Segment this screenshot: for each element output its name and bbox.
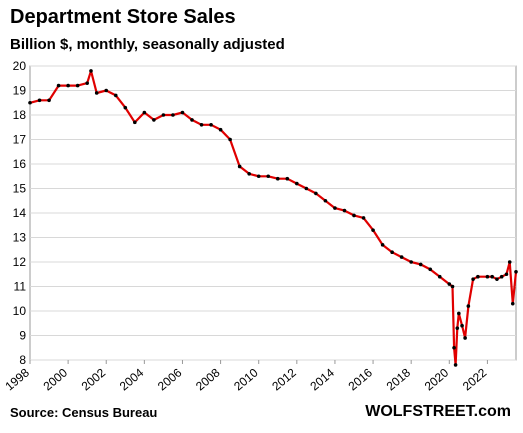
data-point — [499, 274, 504, 279]
brand-logo-text: WOLFSTREET.com — [365, 403, 511, 420]
data-point — [450, 284, 455, 289]
data-point — [471, 277, 475, 281]
data-point — [514, 270, 518, 274]
x-tick-label: 2020 — [422, 365, 452, 393]
data-point — [390, 250, 394, 254]
data-point — [171, 113, 175, 117]
y-tick-label: 13 — [13, 231, 27, 245]
data-point — [463, 336, 467, 340]
data-point — [323, 198, 328, 203]
data-point — [104, 88, 109, 93]
data-point — [142, 110, 147, 115]
y-tick-label: 19 — [13, 84, 27, 98]
data-point — [218, 127, 223, 132]
data-point — [85, 81, 89, 85]
data-point — [485, 274, 490, 279]
data-point — [94, 91, 99, 95]
data-point — [247, 172, 251, 176]
y-tick-label: 12 — [13, 255, 27, 269]
series-line — [29, 69, 518, 366]
data-point — [275, 176, 280, 181]
data-point — [466, 304, 471, 308]
x-tick-label: 2012 — [269, 365, 299, 393]
data-point — [304, 186, 309, 191]
data-point — [507, 260, 512, 264]
data-point — [190, 118, 194, 122]
data-point — [152, 118, 156, 122]
data-point — [428, 267, 433, 272]
data-point — [295, 181, 299, 186]
y-tick-label: 18 — [13, 108, 27, 122]
data-point — [113, 93, 118, 98]
data-point — [457, 311, 461, 316]
chart-title: Department Store Sales — [10, 6, 236, 28]
x-tick-label: 2018 — [384, 365, 414, 393]
data-point — [47, 98, 51, 103]
x-tick-label: 2010 — [231, 365, 261, 393]
data-point — [495, 277, 499, 281]
data-point — [510, 301, 515, 306]
x-tick-label: 1998 — [2, 365, 32, 393]
x-tick-label: 2008 — [193, 365, 223, 393]
y-tick-label: 9 — [19, 329, 26, 343]
x-tick-label: 2014 — [307, 365, 337, 393]
data-point — [37, 98, 42, 103]
data-point — [333, 206, 337, 210]
data-point — [285, 176, 290, 181]
y-tick-label: 14 — [13, 206, 27, 220]
data-point — [133, 120, 137, 125]
y-tick-label: 10 — [13, 304, 27, 318]
y-tick-label: 20 — [13, 59, 27, 73]
data-point — [418, 262, 423, 267]
x-tick-label: 2022 — [460, 365, 490, 393]
data-point — [352, 213, 356, 218]
data-point — [237, 164, 242, 169]
y-tick-label: 15 — [13, 182, 27, 196]
data-point — [380, 243, 385, 247]
data-point — [209, 123, 213, 127]
data-point — [476, 274, 480, 279]
data-point — [180, 110, 185, 115]
data-point — [437, 274, 442, 279]
data-point — [371, 228, 375, 232]
data-point — [490, 274, 494, 279]
x-tick-label: 2002 — [79, 365, 109, 393]
data-point — [256, 174, 261, 179]
y-tick-label: 8 — [19, 353, 26, 367]
y-tick-label: 11 — [14, 280, 27, 294]
data-point — [266, 174, 271, 179]
data-point — [75, 83, 80, 88]
y-tick-label: 16 — [13, 157, 27, 171]
data-point — [199, 123, 204, 127]
y-tick-label: 17 — [13, 133, 27, 147]
data-point — [460, 323, 464, 328]
data-point — [228, 137, 232, 142]
data-point — [123, 105, 128, 110]
data-point — [452, 345, 456, 350]
x-tick-label: 2006 — [155, 365, 185, 393]
x-tick-label: 2016 — [346, 365, 376, 393]
data-point — [89, 69, 93, 73]
data-point — [453, 363, 458, 367]
data-point — [455, 326, 460, 330]
data-point — [28, 100, 32, 105]
data-point — [56, 83, 61, 88]
data-point — [66, 83, 70, 88]
data-point — [361, 216, 366, 220]
data-point — [314, 191, 318, 196]
data-point — [399, 255, 404, 259]
source-note: Source: Census Bureau — [10, 405, 158, 420]
data-point — [504, 272, 509, 277]
chart-subtitle: Billion $, monthly, seasonally adjusted — [10, 36, 285, 53]
data-point — [409, 260, 413, 264]
data-point — [161, 113, 166, 117]
data-point — [447, 282, 452, 286]
data-point — [342, 208, 347, 213]
x-tick-label: 2004 — [117, 365, 147, 393]
x-tick-label: 2000 — [41, 365, 71, 393]
